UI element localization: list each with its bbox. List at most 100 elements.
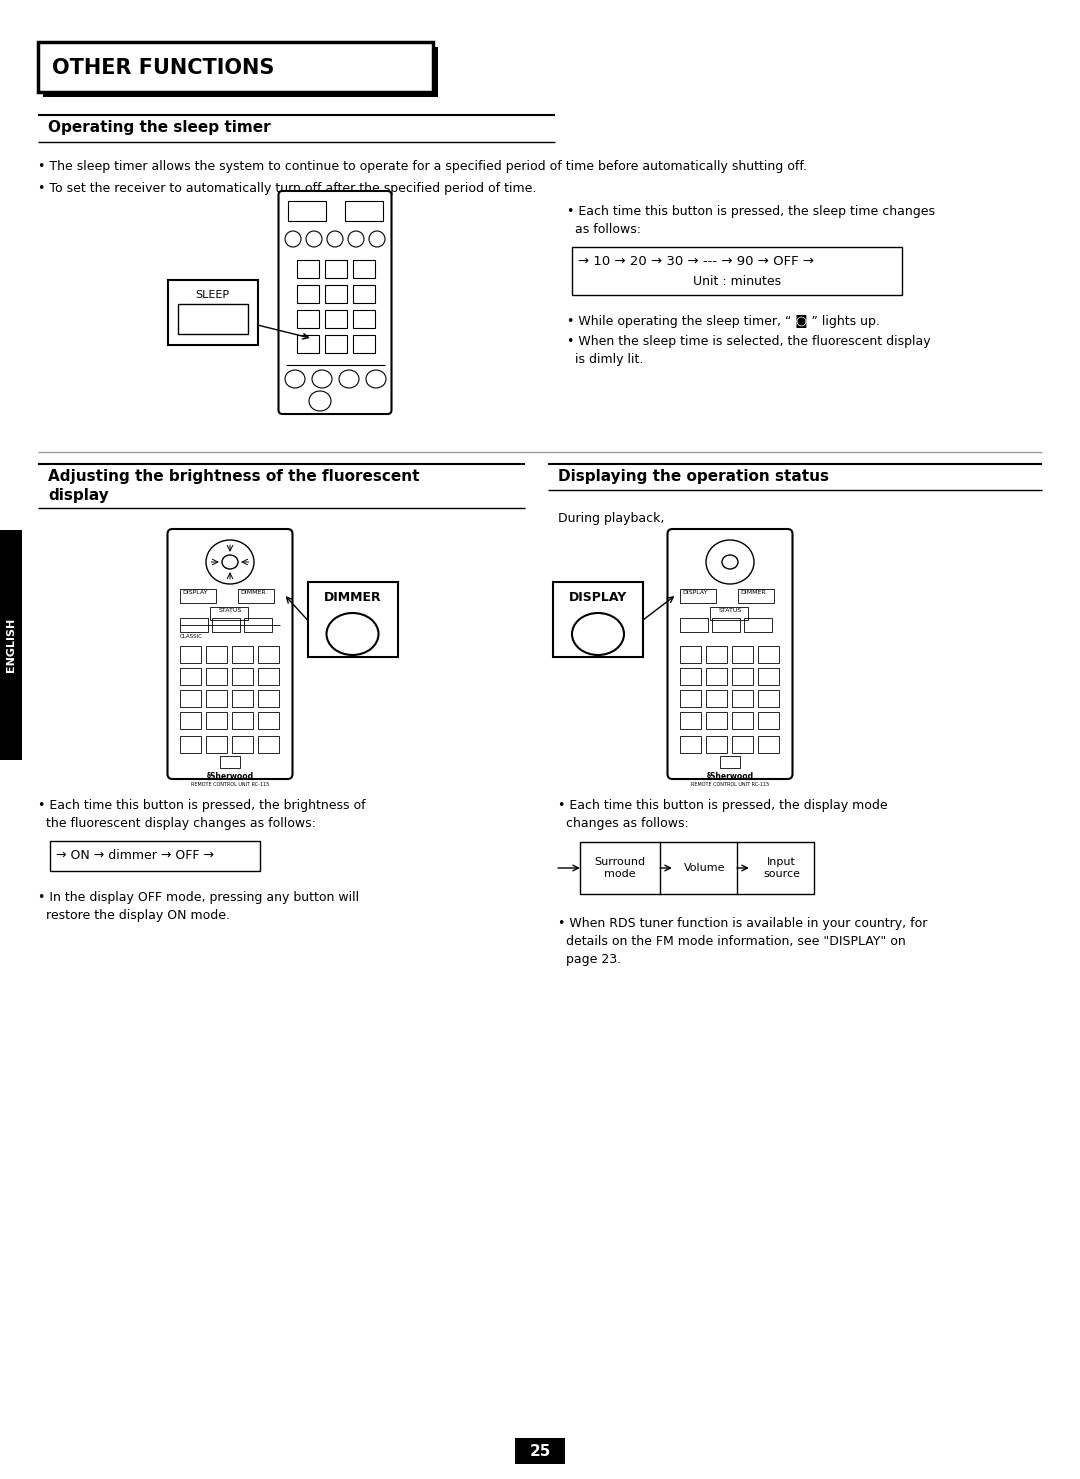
Bar bbox=[680, 711, 701, 729]
Bar bbox=[680, 669, 701, 685]
Bar bbox=[353, 260, 375, 278]
Bar bbox=[325, 311, 347, 328]
Text: display: display bbox=[48, 488, 109, 503]
Text: • Each time this button is pressed, the display mode: • Each time this button is pressed, the … bbox=[558, 799, 888, 812]
Text: → ON → dimmer → OFF →: → ON → dimmer → OFF → bbox=[56, 849, 214, 862]
Text: Input
source: Input source bbox=[762, 858, 800, 879]
Text: OTHER FUNCTIONS: OTHER FUNCTIONS bbox=[52, 58, 274, 78]
FancyBboxPatch shape bbox=[279, 191, 391, 414]
Bar bbox=[180, 691, 201, 707]
Text: CLASSIC: CLASSIC bbox=[180, 634, 203, 639]
Bar bbox=[706, 691, 727, 707]
Text: DIMMER: DIMMER bbox=[240, 590, 266, 595]
Bar bbox=[712, 618, 740, 632]
Bar bbox=[232, 711, 253, 729]
Text: changes as follows:: changes as follows: bbox=[558, 816, 689, 830]
Bar bbox=[180, 669, 201, 685]
Bar bbox=[177, 305, 247, 334]
Bar bbox=[287, 201, 325, 220]
Bar bbox=[572, 247, 902, 294]
Bar bbox=[258, 737, 279, 753]
Text: • Each time this button is pressed, the sleep time changes: • Each time this button is pressed, the … bbox=[567, 206, 935, 217]
Bar bbox=[680, 589, 716, 603]
Bar bbox=[206, 711, 227, 729]
Bar bbox=[297, 336, 319, 353]
Bar bbox=[50, 842, 260, 871]
Bar bbox=[258, 646, 279, 663]
Bar bbox=[353, 311, 375, 328]
Text: DISPLAY: DISPLAY bbox=[183, 590, 207, 595]
Text: DIMMER: DIMMER bbox=[324, 592, 381, 603]
Text: is dimly lit.: is dimly lit. bbox=[567, 353, 644, 365]
Bar bbox=[232, 646, 253, 663]
Bar bbox=[680, 691, 701, 707]
Text: Operating the sleep timer: Operating the sleep timer bbox=[48, 120, 271, 135]
Text: page 23.: page 23. bbox=[558, 952, 621, 966]
Text: DIMMER: DIMMER bbox=[740, 590, 766, 595]
Text: STATUS: STATUS bbox=[718, 608, 742, 612]
Bar bbox=[232, 737, 253, 753]
Bar bbox=[297, 311, 319, 328]
Bar bbox=[353, 285, 375, 303]
Text: §Sherwood: §Sherwood bbox=[706, 772, 754, 781]
Bar bbox=[325, 285, 347, 303]
Bar bbox=[758, 737, 779, 753]
Bar bbox=[325, 260, 347, 278]
Text: Displaying the operation status: Displaying the operation status bbox=[558, 469, 829, 484]
Bar bbox=[0, 529, 22, 760]
Bar bbox=[180, 589, 216, 603]
Bar bbox=[732, 711, 753, 729]
Bar bbox=[515, 1438, 565, 1464]
Text: §Sherwood: §Sherwood bbox=[206, 772, 254, 781]
Bar bbox=[710, 606, 748, 620]
Text: • To set the receiver to automatically turn off after the specified period of ti: • To set the receiver to automatically t… bbox=[38, 182, 537, 195]
Bar bbox=[732, 669, 753, 685]
Text: • Each time this button is pressed, the brightness of: • Each time this button is pressed, the … bbox=[38, 799, 366, 812]
Bar bbox=[553, 583, 643, 657]
Text: DISPLAY: DISPLAY bbox=[681, 590, 707, 595]
Bar bbox=[232, 669, 253, 685]
FancyBboxPatch shape bbox=[167, 529, 293, 779]
Bar bbox=[180, 711, 201, 729]
Bar bbox=[706, 711, 727, 729]
Bar bbox=[720, 756, 740, 768]
Bar bbox=[167, 280, 257, 345]
Text: → 10 → 20 → 30 → --- → 90 → OFF →: → 10 → 20 → 30 → --- → 90 → OFF → bbox=[578, 254, 814, 268]
Bar bbox=[38, 41, 433, 92]
Bar bbox=[206, 646, 227, 663]
Bar bbox=[244, 618, 272, 632]
Text: • The sleep timer allows the system to continue to operate for a specified perio: • The sleep timer allows the system to c… bbox=[38, 160, 807, 173]
Text: Adjusting the brightness of the fluorescent: Adjusting the brightness of the fluoresc… bbox=[48, 469, 419, 484]
Bar bbox=[758, 669, 779, 685]
Text: DISPLAY: DISPLAY bbox=[569, 592, 627, 603]
Bar bbox=[744, 618, 772, 632]
Bar bbox=[212, 618, 240, 632]
Bar bbox=[206, 691, 227, 707]
Bar bbox=[238, 589, 274, 603]
Bar bbox=[706, 646, 727, 663]
Text: STATUS: STATUS bbox=[218, 608, 242, 612]
Bar bbox=[297, 260, 319, 278]
Text: SLEEP: SLEEP bbox=[195, 290, 230, 300]
Text: REMOTE CONTROL UNIT RC-115: REMOTE CONTROL UNIT RC-115 bbox=[191, 782, 269, 787]
Text: 25: 25 bbox=[529, 1445, 551, 1460]
Bar bbox=[758, 646, 779, 663]
Bar bbox=[680, 646, 701, 663]
Text: • While operating the sleep timer, “ ◙ ” lights up.: • While operating the sleep timer, “ ◙ ”… bbox=[567, 315, 880, 328]
Bar bbox=[308, 583, 397, 657]
Bar bbox=[758, 711, 779, 729]
Text: ENGLISH: ENGLISH bbox=[6, 618, 16, 671]
FancyBboxPatch shape bbox=[667, 529, 793, 779]
Text: • When the sleep time is selected, the fluorescent display: • When the sleep time is selected, the f… bbox=[567, 336, 931, 348]
Text: Surround
mode: Surround mode bbox=[594, 858, 646, 879]
Text: REMOTE CONTROL UNIT RC-115: REMOTE CONTROL UNIT RC-115 bbox=[691, 782, 769, 787]
Bar bbox=[580, 842, 814, 893]
Text: • In the display OFF mode, pressing any button will: • In the display OFF mode, pressing any … bbox=[38, 890, 360, 904]
Bar bbox=[732, 691, 753, 707]
Bar bbox=[738, 589, 774, 603]
Text: details on the FM mode information, see "DISPLAY" on: details on the FM mode information, see … bbox=[558, 935, 906, 948]
Bar bbox=[325, 336, 347, 353]
Bar bbox=[220, 756, 240, 768]
Bar bbox=[206, 669, 227, 685]
Bar bbox=[258, 691, 279, 707]
